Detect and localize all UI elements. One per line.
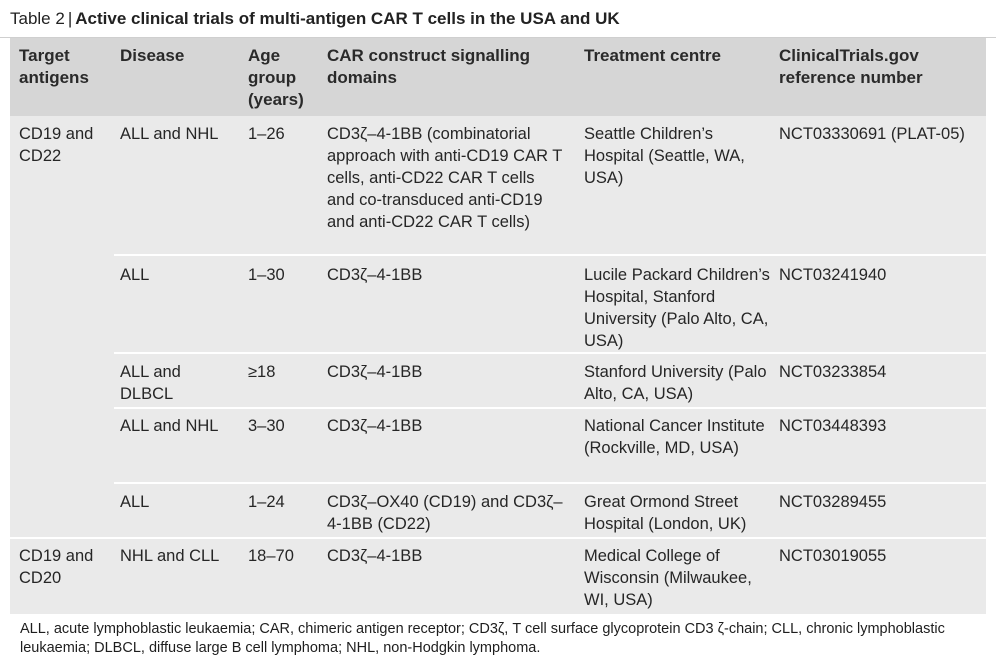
header-age-group: Age group (years) — [248, 46, 304, 109]
cell-age-group: ≥18 — [248, 363, 276, 381]
cell-age-group: 3–30 — [248, 417, 285, 435]
cell-car-construct: CD3ζ–4-1BB (combinatorial approach with … — [327, 125, 563, 231]
row-divider — [114, 407, 986, 409]
header-treatment-centre: Treatment centre — [584, 46, 721, 65]
cell-treatment-centre: Lucile Packard Children’s Hospital, Stan… — [584, 266, 770, 350]
cell-age-group: 1–30 — [248, 266, 285, 284]
cell-treatment-centre: National Cancer Institute (Rockville, MD… — [584, 417, 765, 457]
cell-reference-number: NCT03289455 — [779, 493, 887, 511]
cell-car-construct: CD3ζ–4-1BB — [327, 266, 423, 284]
cell-car-construct: CD3ζ–4-1BB — [327, 417, 423, 435]
cell-disease: ALL and DLBCL — [120, 363, 181, 403]
cell-disease: ALL — [120, 493, 150, 511]
cell-disease: ALL and NHL — [120, 125, 219, 143]
cell-treatment-centre: Great Ormond Street Hospital (London, UK… — [584, 493, 747, 533]
cell-disease: ALL — [120, 266, 150, 284]
header-disease: Disease — [120, 46, 185, 65]
table-caption: Table 2 | Active clinical trials of multi-… — [0, 0, 996, 38]
cell-age-group: 18–70 — [248, 547, 294, 565]
cell-reference-number: NCT03330691 (PLAT-05) — [779, 125, 965, 143]
cell-reference-number: NCT03448393 — [779, 417, 887, 435]
cell-reference-number: NCT03233854 — [779, 363, 887, 381]
cell-treatment-centre: Seattle Children’s Hospital (Seattle, WA… — [584, 125, 745, 187]
row-divider — [114, 254, 986, 256]
table-title: Active clinical trials of multi-antigen … — [75, 9, 620, 28]
cell-target-antigens: CD19 and CD20 — [19, 547, 94, 587]
row-divider — [114, 482, 986, 484]
table-panel: Target antigens Disease Age group (years… — [10, 38, 986, 614]
cell-age-group: 1–24 — [248, 493, 285, 511]
cell-treatment-centre: Stanford University (Palo Alto, CA, USA) — [584, 363, 767, 403]
cell-car-construct: CD3ζ–4-1BB — [327, 363, 423, 381]
cell-treatment-centre: Medical College of Wisconsin (Milwaukee,… — [584, 547, 752, 609]
group-divider — [10, 537, 986, 539]
cell-age-group: 1–26 — [248, 125, 285, 143]
cell-car-construct: CD3ζ–OX40 (CD19) and CD3ζ–4-1BB (CD22) — [327, 493, 563, 533]
header-clinicaltrials-ref: ClinicalTrials.gov reference number — [779, 46, 923, 87]
cell-target-antigens: CD19 and CD22 — [19, 125, 94, 165]
header-target-antigens: Target antigens — [19, 46, 89, 87]
row-divider — [114, 352, 986, 354]
caption-separator: | — [67, 9, 73, 28]
cell-disease: ALL and NHL — [120, 417, 219, 435]
table-footnote: ALL, acute lymphoblastic leukaemia; CAR,… — [20, 621, 945, 656]
table-header-row: Target antigens Disease Age group (years… — [10, 38, 986, 116]
header-car-construct: CAR construct signalling domains — [327, 46, 531, 87]
cell-reference-number: NCT03019055 — [779, 547, 887, 565]
cell-car-construct: CD3ζ–4-1BB — [327, 547, 423, 565]
cell-reference-number: NCT03241940 — [779, 266, 887, 284]
cell-disease: NHL and CLL — [120, 547, 220, 565]
table-label: Table 2 — [10, 9, 65, 28]
